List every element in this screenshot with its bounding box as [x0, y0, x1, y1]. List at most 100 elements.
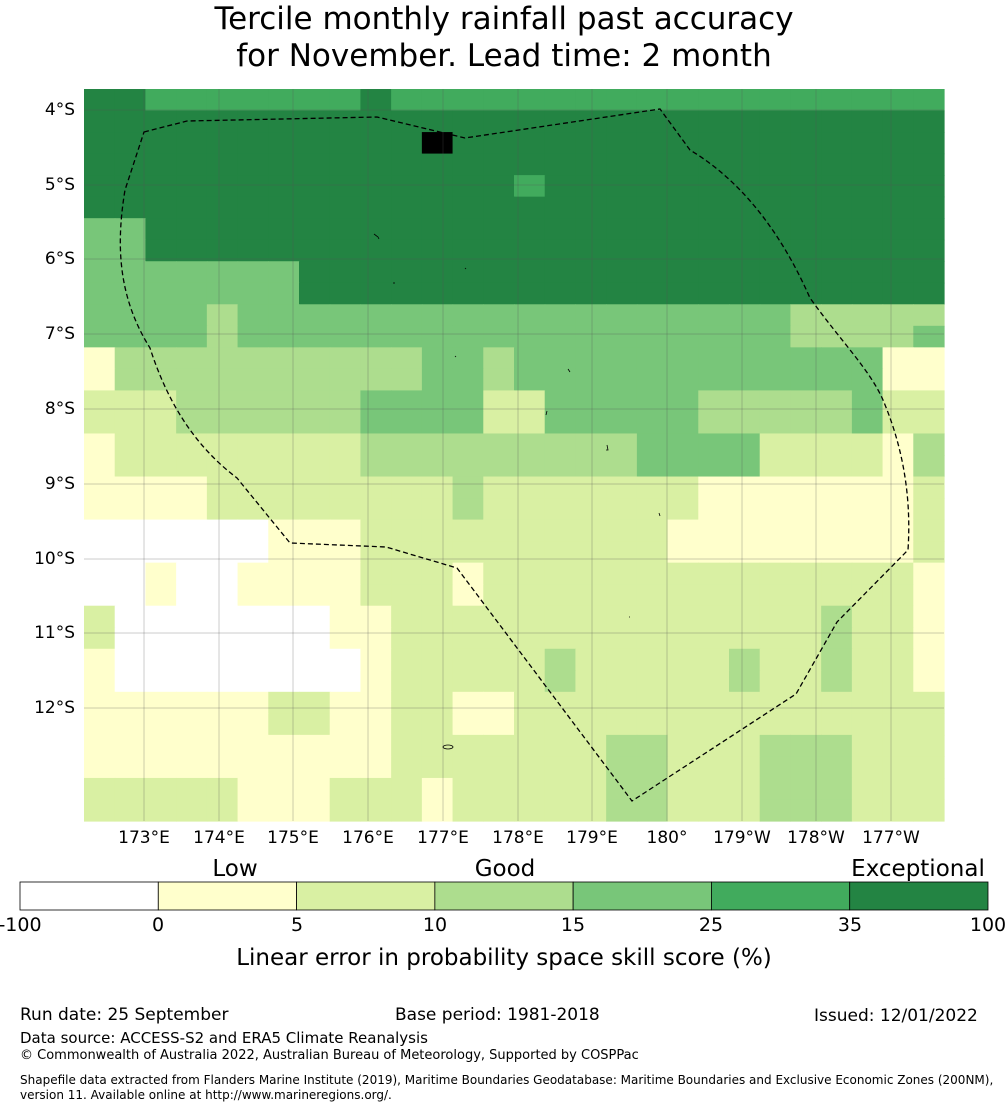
- grid-cell: [606, 282, 638, 305]
- grid-cell: [882, 132, 914, 155]
- grid-cell: [821, 218, 853, 241]
- grid-cell: [575, 799, 607, 822]
- grid-cell: [114, 368, 147, 392]
- island: [567, 368, 571, 373]
- grid-cell: [913, 605, 945, 628]
- grid-cell: [913, 153, 945, 176]
- grid-cell: [882, 411, 914, 435]
- lat-label: 11°S: [34, 623, 75, 643]
- grid-cell: [544, 648, 577, 671]
- grid-cell: [575, 670, 607, 693]
- lon-label: 173°E: [118, 828, 170, 848]
- grid-cell: [636, 691, 669, 714]
- grid-cell: [452, 175, 484, 198]
- grid-cell: [360, 691, 392, 714]
- grid-cell: [575, 325, 607, 348]
- grid-cell: [729, 627, 761, 650]
- grid-cell: [667, 648, 699, 671]
- grid-cell: [882, 691, 914, 714]
- grid-cell: [329, 196, 362, 219]
- grid-cell: [237, 368, 269, 392]
- grid-cell: [421, 433, 454, 456]
- grid-cell: [544, 734, 577, 758]
- grid-cell: [329, 519, 362, 542]
- grid-cell: [114, 239, 147, 262]
- grid-cell: [452, 347, 484, 370]
- grid-cell: [790, 498, 822, 521]
- grid-cell: [360, 89, 392, 112]
- grid-cell: [729, 282, 761, 305]
- grid-cell: [636, 196, 669, 219]
- grid-cell: [391, 562, 423, 585]
- island: [442, 744, 454, 750]
- grid-cell: [421, 390, 454, 413]
- grid-cell: [84, 777, 116, 801]
- grid-cell: [360, 239, 392, 262]
- grid-cell: [114, 713, 147, 736]
- grid-cell: [851, 476, 884, 499]
- grid-cell: [421, 498, 454, 521]
- grid-cell: [483, 282, 515, 305]
- grid-cell: [851, 519, 884, 542]
- grid-cell: [483, 584, 515, 607]
- grid-cell: [114, 153, 147, 176]
- grid-cell: [821, 411, 853, 435]
- grid-cell: [636, 541, 669, 564]
- grid-cell: [729, 648, 761, 671]
- grid-cell: [206, 670, 239, 693]
- grid-cell: [268, 476, 300, 499]
- grid-cell: [882, 627, 914, 650]
- grid-cell: [851, 175, 884, 198]
- grid-cell: [759, 347, 792, 370]
- grid-cell: [268, 584, 300, 607]
- grid-cell: [268, 562, 300, 585]
- grid-cell: [329, 713, 362, 736]
- grid-cell: [268, 196, 300, 219]
- lat-label: 9°S: [44, 474, 75, 494]
- grid-cell: [821, 239, 853, 262]
- grid-cell: [329, 541, 362, 564]
- grid-cell: [544, 347, 577, 370]
- grid-cell: [759, 734, 792, 758]
- grid-cell: [114, 218, 147, 241]
- grid-cell: [729, 175, 761, 198]
- grid-cell: [636, 734, 669, 758]
- grid-cell: [759, 799, 792, 822]
- grid-cell: [514, 282, 546, 305]
- grid-cell: [421, 455, 454, 478]
- grid-cell: [145, 777, 177, 801]
- grid-cell: [391, 347, 423, 370]
- grid-cell: [237, 433, 269, 456]
- grid-cell: [391, 261, 423, 284]
- grid-cell: [636, 519, 669, 542]
- colorbar-category-low: Low: [212, 856, 258, 882]
- grid-cell: [729, 368, 761, 392]
- colorbar-tick: 10: [422, 914, 448, 936]
- grid-cell: [176, 132, 208, 155]
- grid-cell: [729, 498, 761, 521]
- grid-cell: [790, 455, 822, 478]
- grid-cell: [483, 218, 515, 241]
- grid-cell: [790, 89, 822, 112]
- grid-cell: [145, 519, 177, 542]
- grid-cell: [606, 261, 638, 284]
- grid-cell: [421, 799, 454, 822]
- grid-cell: [452, 670, 484, 693]
- grid-cell: [698, 239, 730, 262]
- grid-cell: [299, 498, 331, 521]
- grid-cell: [452, 799, 484, 822]
- grid-cell: [237, 670, 269, 693]
- grid-cell: [544, 799, 577, 822]
- grid-cell: [514, 455, 546, 478]
- grid-cell: [452, 153, 484, 176]
- grid-cell: [114, 175, 147, 198]
- lon-label: 175°E: [267, 828, 319, 848]
- grid-cell: [176, 325, 208, 348]
- grid-cell: [391, 433, 423, 456]
- grid-cell: [206, 390, 239, 413]
- grid-cell: [575, 411, 607, 435]
- grid-cell: [667, 261, 699, 284]
- grid-cell: [698, 304, 730, 327]
- grid-cell: [114, 691, 147, 714]
- lon-label: 178°W: [787, 828, 845, 848]
